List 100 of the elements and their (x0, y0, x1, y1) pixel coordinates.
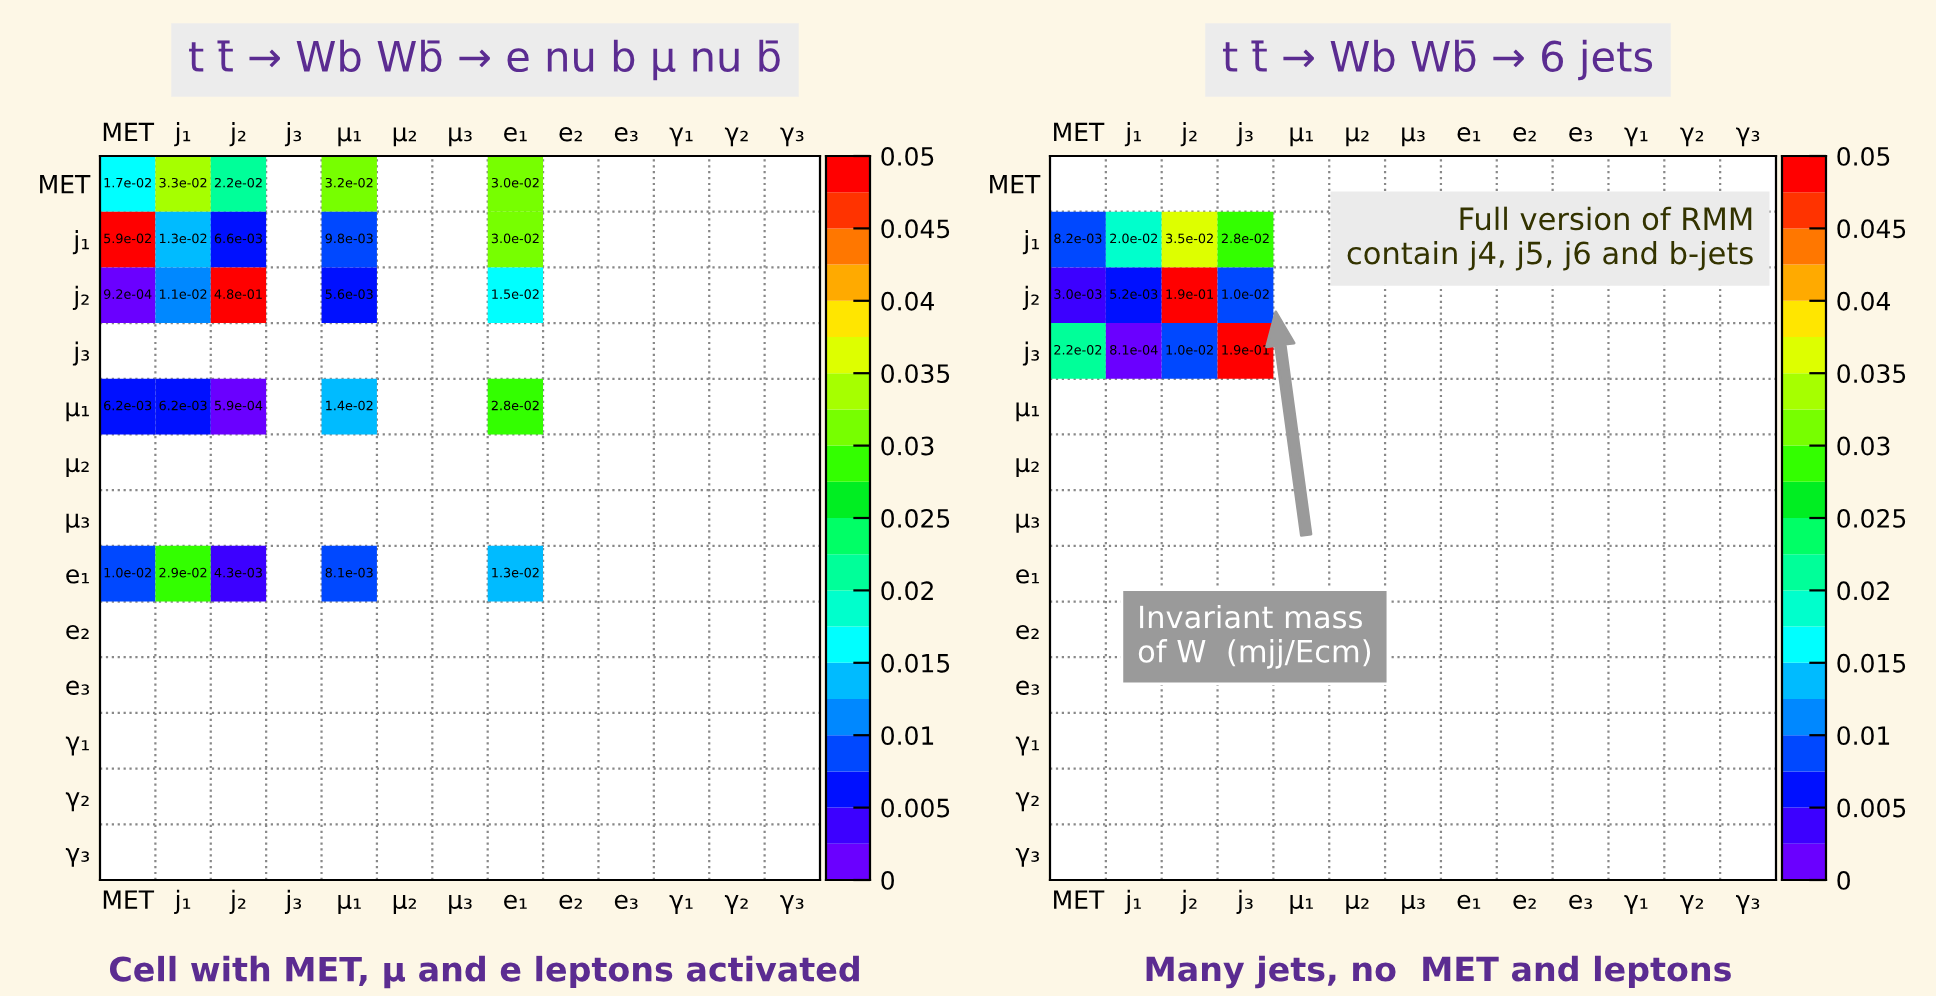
category-label: e₃ (614, 127, 638, 142)
x-tick-label: μ₂ (1346, 895, 1369, 914)
category-label: e₁ (504, 127, 527, 142)
annotation: Invariant mass of W (mjj/Ecm) (1138, 604, 1371, 669)
y-tick-label: MET (40, 175, 91, 194)
x-tick-label: j₁ (1124, 889, 1141, 914)
x-tick-label: γ₂ (1680, 895, 1704, 914)
color-bar-label: 0 (1837, 870, 1850, 890)
x-tick-label: μ₁ (338, 895, 361, 914)
category-label: j₂ (229, 122, 246, 147)
category-label: μ₁ (1290, 127, 1313, 147)
color-bar-label: 0 (881, 870, 894, 890)
color-bar-label: 0.025 (881, 508, 950, 528)
category-label: γ₁ (1624, 127, 1648, 147)
chart-title: t t̄ → Wb Wb̄ → e nu b μ nu b̄ (189, 39, 780, 81)
y-tick-label: j₁ (72, 230, 89, 255)
x-tick-label: e₃ (1569, 894, 1592, 910)
x-tick-label: e₁ (504, 894, 527, 910)
color-bar-label: 0.05 (881, 146, 934, 166)
y-tick-label: e₁ (66, 569, 89, 584)
category-label: γ₂ (1680, 127, 1704, 147)
x-tick-label: MET (103, 890, 155, 909)
y-tick-label: j₂ (1022, 285, 1039, 310)
color-bar-label: 0.03 (1837, 436, 1890, 456)
annotation: Full version of RMM contain j4, j5, j6 and b-jets (1347, 206, 1753, 271)
x-tick-label: j₂ (229, 889, 246, 914)
x-tick-label: γ₃ (780, 895, 804, 914)
color-bar-label: 0.015 (1837, 653, 1906, 673)
color-bar-label: 0.01 (1837, 726, 1890, 746)
y-tick-label: γ₂ (1015, 792, 1039, 812)
category-label: e₁ (1457, 127, 1481, 142)
y-tick-label: μ₁ (1016, 402, 1039, 422)
color-bar-label: 0.03 (881, 436, 934, 456)
color-bar-label: 0.005 (881, 798, 950, 818)
category-label: j₁ (174, 122, 191, 147)
y-tick-label: e₃ (66, 680, 90, 695)
color-bar-label: 0.025 (1837, 508, 1906, 528)
y-tick-label: γ₃ (1015, 847, 1040, 867)
color-bar-label: 0.04 (1837, 291, 1890, 311)
category-label: γ₂ (724, 127, 748, 147)
x-tick-label: μ₃ (449, 895, 472, 914)
y-tick-label: e₂ (1016, 624, 1039, 640)
color-bar-label: 0.04 (881, 291, 934, 311)
x-tick-label: e₂ (1513, 894, 1536, 910)
color-bar-label: 0.01 (881, 726, 934, 746)
category-label: MET (103, 122, 155, 142)
x-tick-label: γ₁ (669, 895, 693, 914)
category-label: μ₂ (1346, 127, 1369, 147)
category-label: μ₃ (1402, 127, 1425, 147)
category-label: μ₂ (393, 127, 417, 147)
category-label: j₃ (1236, 122, 1253, 147)
color-bar-label: 0.02 (881, 581, 933, 601)
x-tick-label: MET (1054, 890, 1105, 909)
color-bar-label: 0.045 (1837, 219, 1906, 239)
x-tick-label: μ₃ (1402, 895, 1425, 914)
category-label: e₂ (559, 127, 582, 142)
y-tick-label: μ₃ (1016, 513, 1040, 533)
y-tick-label: j₃ (72, 341, 90, 366)
x-tick-label: e₂ (559, 894, 582, 910)
category-label: μ₁ (338, 127, 361, 147)
x-tick-label: e₃ (614, 894, 638, 910)
category-label: j₁ (1124, 122, 1141, 147)
color-bar-label: 0.02 (1837, 581, 1889, 601)
category-label: γ₃ (1736, 127, 1760, 147)
y-tick-label: μ₁ (66, 402, 89, 422)
category-label: μ₃ (449, 127, 472, 147)
color-bar-label: 0.035 (881, 364, 950, 384)
color-bar-label: 0.005 (1837, 798, 1906, 818)
x-tick-label: γ₃ (1736, 895, 1760, 914)
y-tick-label: j₁ (1022, 230, 1039, 255)
category-label: γ₃ (780, 127, 804, 147)
y-tick-label: μ₂ (1016, 458, 1039, 477)
color-bar-label: 0.015 (881, 653, 950, 673)
y-tick-label: e₁ (1016, 569, 1039, 584)
color-bar-label: 0.05 (1837, 146, 1890, 166)
x-tick-label: j₂ (1180, 889, 1197, 914)
y-tick-label: γ₁ (1015, 736, 1039, 756)
category-label: MET (1054, 122, 1105, 142)
y-tick-label: γ₃ (65, 847, 90, 867)
category-label: e₂ (1513, 127, 1536, 142)
y-tick-label: j₃ (1022, 341, 1040, 366)
x-tick-label: γ₂ (724, 895, 748, 914)
color-bar-label: 0.045 (881, 219, 950, 239)
color-bar-label: 0.035 (1837, 364, 1906, 384)
category-label: j₃ (284, 122, 302, 147)
x-tick-label: j₃ (1236, 889, 1253, 914)
category-label: j₂ (1180, 122, 1197, 147)
x-tick-label: μ₁ (1290, 895, 1313, 914)
x-tick-label: e₁ (1457, 894, 1481, 910)
category-label: γ₁ (669, 127, 693, 147)
text: Cell with MET, μ and e leptons activated (109, 955, 859, 989)
chart-title: t t̄ → Wb Wb̄ → 6 jets (1222, 39, 1653, 81)
x-tick-label: j₃ (284, 889, 302, 914)
x-tick-label: μ₂ (393, 895, 417, 914)
y-tick-label: j₂ (72, 285, 89, 310)
x-tick-label: j₁ (174, 889, 191, 914)
y-tick-label: e₂ (66, 624, 89, 640)
y-tick-label: MET (990, 175, 1041, 194)
y-tick-label: μ₂ (66, 458, 89, 477)
x-tick-label: γ₁ (1624, 895, 1648, 914)
